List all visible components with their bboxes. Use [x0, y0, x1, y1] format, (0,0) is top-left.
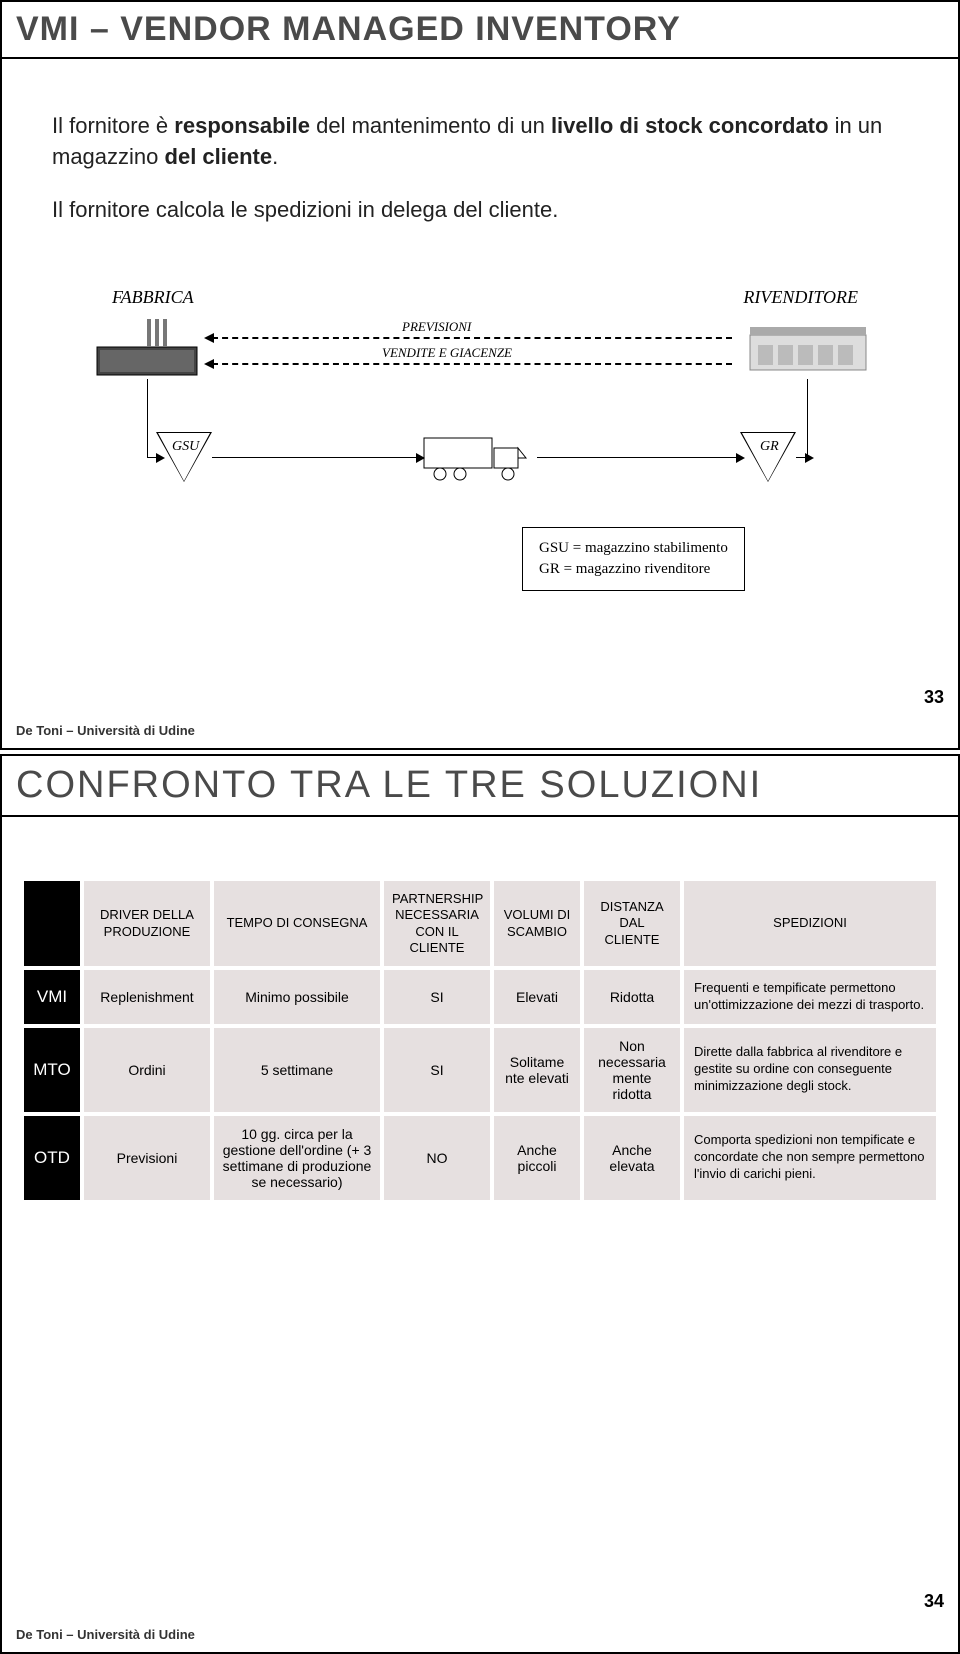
label-gsu: GSU — [172, 439, 199, 455]
label-fabbrica: FABBRICA — [112, 287, 194, 308]
label-gr: GR — [760, 439, 779, 455]
col-sped: SPEDIZIONI — [682, 879, 938, 968]
cell: NO — [382, 1114, 492, 1202]
cell: 10 gg. circa per la gestione dell'ordine… — [212, 1114, 382, 1202]
col-distanza: DISTANZA DAL CLIENTE — [582, 879, 682, 968]
cell: Elevati — [492, 968, 582, 1026]
footer-text: De Toni – Università di Udine — [16, 1627, 195, 1642]
footer-text: De Toni – Università di Udine — [16, 723, 195, 738]
cell: Solitame nte elevati — [492, 1026, 582, 1114]
cell: Ridotta — [582, 968, 682, 1026]
cell: Non necessaria mente ridotta — [582, 1026, 682, 1114]
cell: Dirette dalla fabbrica al rivenditore e … — [682, 1026, 938, 1114]
cell: Ordini — [82, 1026, 212, 1114]
legend-line1: GSU = magazzino stabilimento — [539, 538, 728, 559]
cell: 5 settimane — [212, 1026, 382, 1114]
arrow-vendite — [212, 363, 732, 365]
line — [537, 457, 737, 458]
row-vmi: VMI — [22, 968, 82, 1026]
col-partner: PARTNERSHIP NECESSARIA CON IL CLIENTE — [382, 879, 492, 968]
col-tempo: TEMPO DI CONSEGNA — [212, 879, 382, 968]
truck-icon — [422, 432, 532, 482]
cell: SI — [382, 968, 492, 1026]
line — [796, 457, 806, 458]
label-vendite: VENDITE E GIACENZE — [382, 345, 512, 361]
cell: Frequenti e tempificate permettono un'ot… — [682, 968, 938, 1026]
comparison-table-wrap: DRIVER DELLA PRODUZIONE TEMPO DI CONSEGN… — [2, 817, 958, 1204]
cell: Comporta spedizioni non tempificate e co… — [682, 1114, 938, 1202]
row-mto: MTO — [22, 1026, 82, 1114]
slide1-para1: Il fornitore è responsabile del mantenim… — [52, 111, 908, 173]
table-row: MTO Ordini 5 settimane SI Solitame nte e… — [22, 1026, 938, 1114]
vmi-diagram: FABBRICA RIVENDITORE PREVISIONI VENDITE … — [52, 287, 908, 647]
comparison-table: DRIVER DELLA PRODUZIONE TEMPO DI CONSEGN… — [20, 877, 940, 1204]
label-previsioni: PREVISIONI — [402, 319, 471, 335]
page-number: 34 — [924, 1591, 944, 1612]
t: del mantenimento di un — [310, 113, 551, 138]
cell: Replenishment — [82, 968, 212, 1026]
cell: Anche piccoli — [492, 1114, 582, 1202]
t: responsabile — [174, 113, 310, 138]
table-header-row: DRIVER DELLA PRODUZIONE TEMPO DI CONSEGN… — [22, 879, 938, 968]
legend-box: GSU = magazzino stabilimento GR = magazz… — [522, 527, 745, 591]
factory-icon — [92, 317, 202, 377]
legend-line2: GR = magazzino rivenditore — [539, 559, 728, 580]
line — [212, 457, 417, 458]
slide-vmi: VMI – VENDOR MANAGED INVENTORY Il fornit… — [0, 0, 960, 750]
t: Il fornitore è — [52, 113, 174, 138]
cell: Previsioni — [82, 1114, 212, 1202]
slide1-para2: Il fornitore calcola le spedizioni in de… — [52, 195, 908, 226]
col-driver: DRIVER DELLA PRODUZIONE — [82, 879, 212, 968]
col-volumi: VOLUMI DI SCAMBIO — [492, 879, 582, 968]
row-otd: OTD — [22, 1114, 82, 1202]
table-row: OTD Previsioni 10 gg. circa per la gesti… — [22, 1114, 938, 1202]
slide2-title: CONFRONTO TRA LE TRE SOLUZIONI — [2, 756, 958, 817]
arrow-previsioni — [212, 337, 732, 339]
t: del cliente — [165, 144, 273, 169]
slide1-title: VMI – VENDOR MANAGED INVENTORY — [2, 2, 958, 59]
cell: Anche elevata — [582, 1114, 682, 1202]
cell: SI — [382, 1026, 492, 1114]
t: livello di stock concordato — [551, 113, 829, 138]
line — [147, 379, 148, 457]
table-row: VMI Replenishment Minimo possibile SI El… — [22, 968, 938, 1026]
store-icon — [748, 317, 868, 372]
line — [807, 379, 808, 457]
slide-confronto: CONFRONTO TRA LE TRE SOLUZIONI DRIVER DE… — [0, 754, 960, 1654]
label-rivenditore: RIVENDITORE — [743, 287, 858, 308]
line — [147, 457, 157, 458]
cell: Minimo possibile — [212, 968, 382, 1026]
corner-cell — [22, 879, 82, 968]
page-number: 33 — [924, 687, 944, 708]
slide1-body: Il fornitore è responsabile del mantenim… — [2, 59, 958, 257]
t: . — [272, 144, 278, 169]
